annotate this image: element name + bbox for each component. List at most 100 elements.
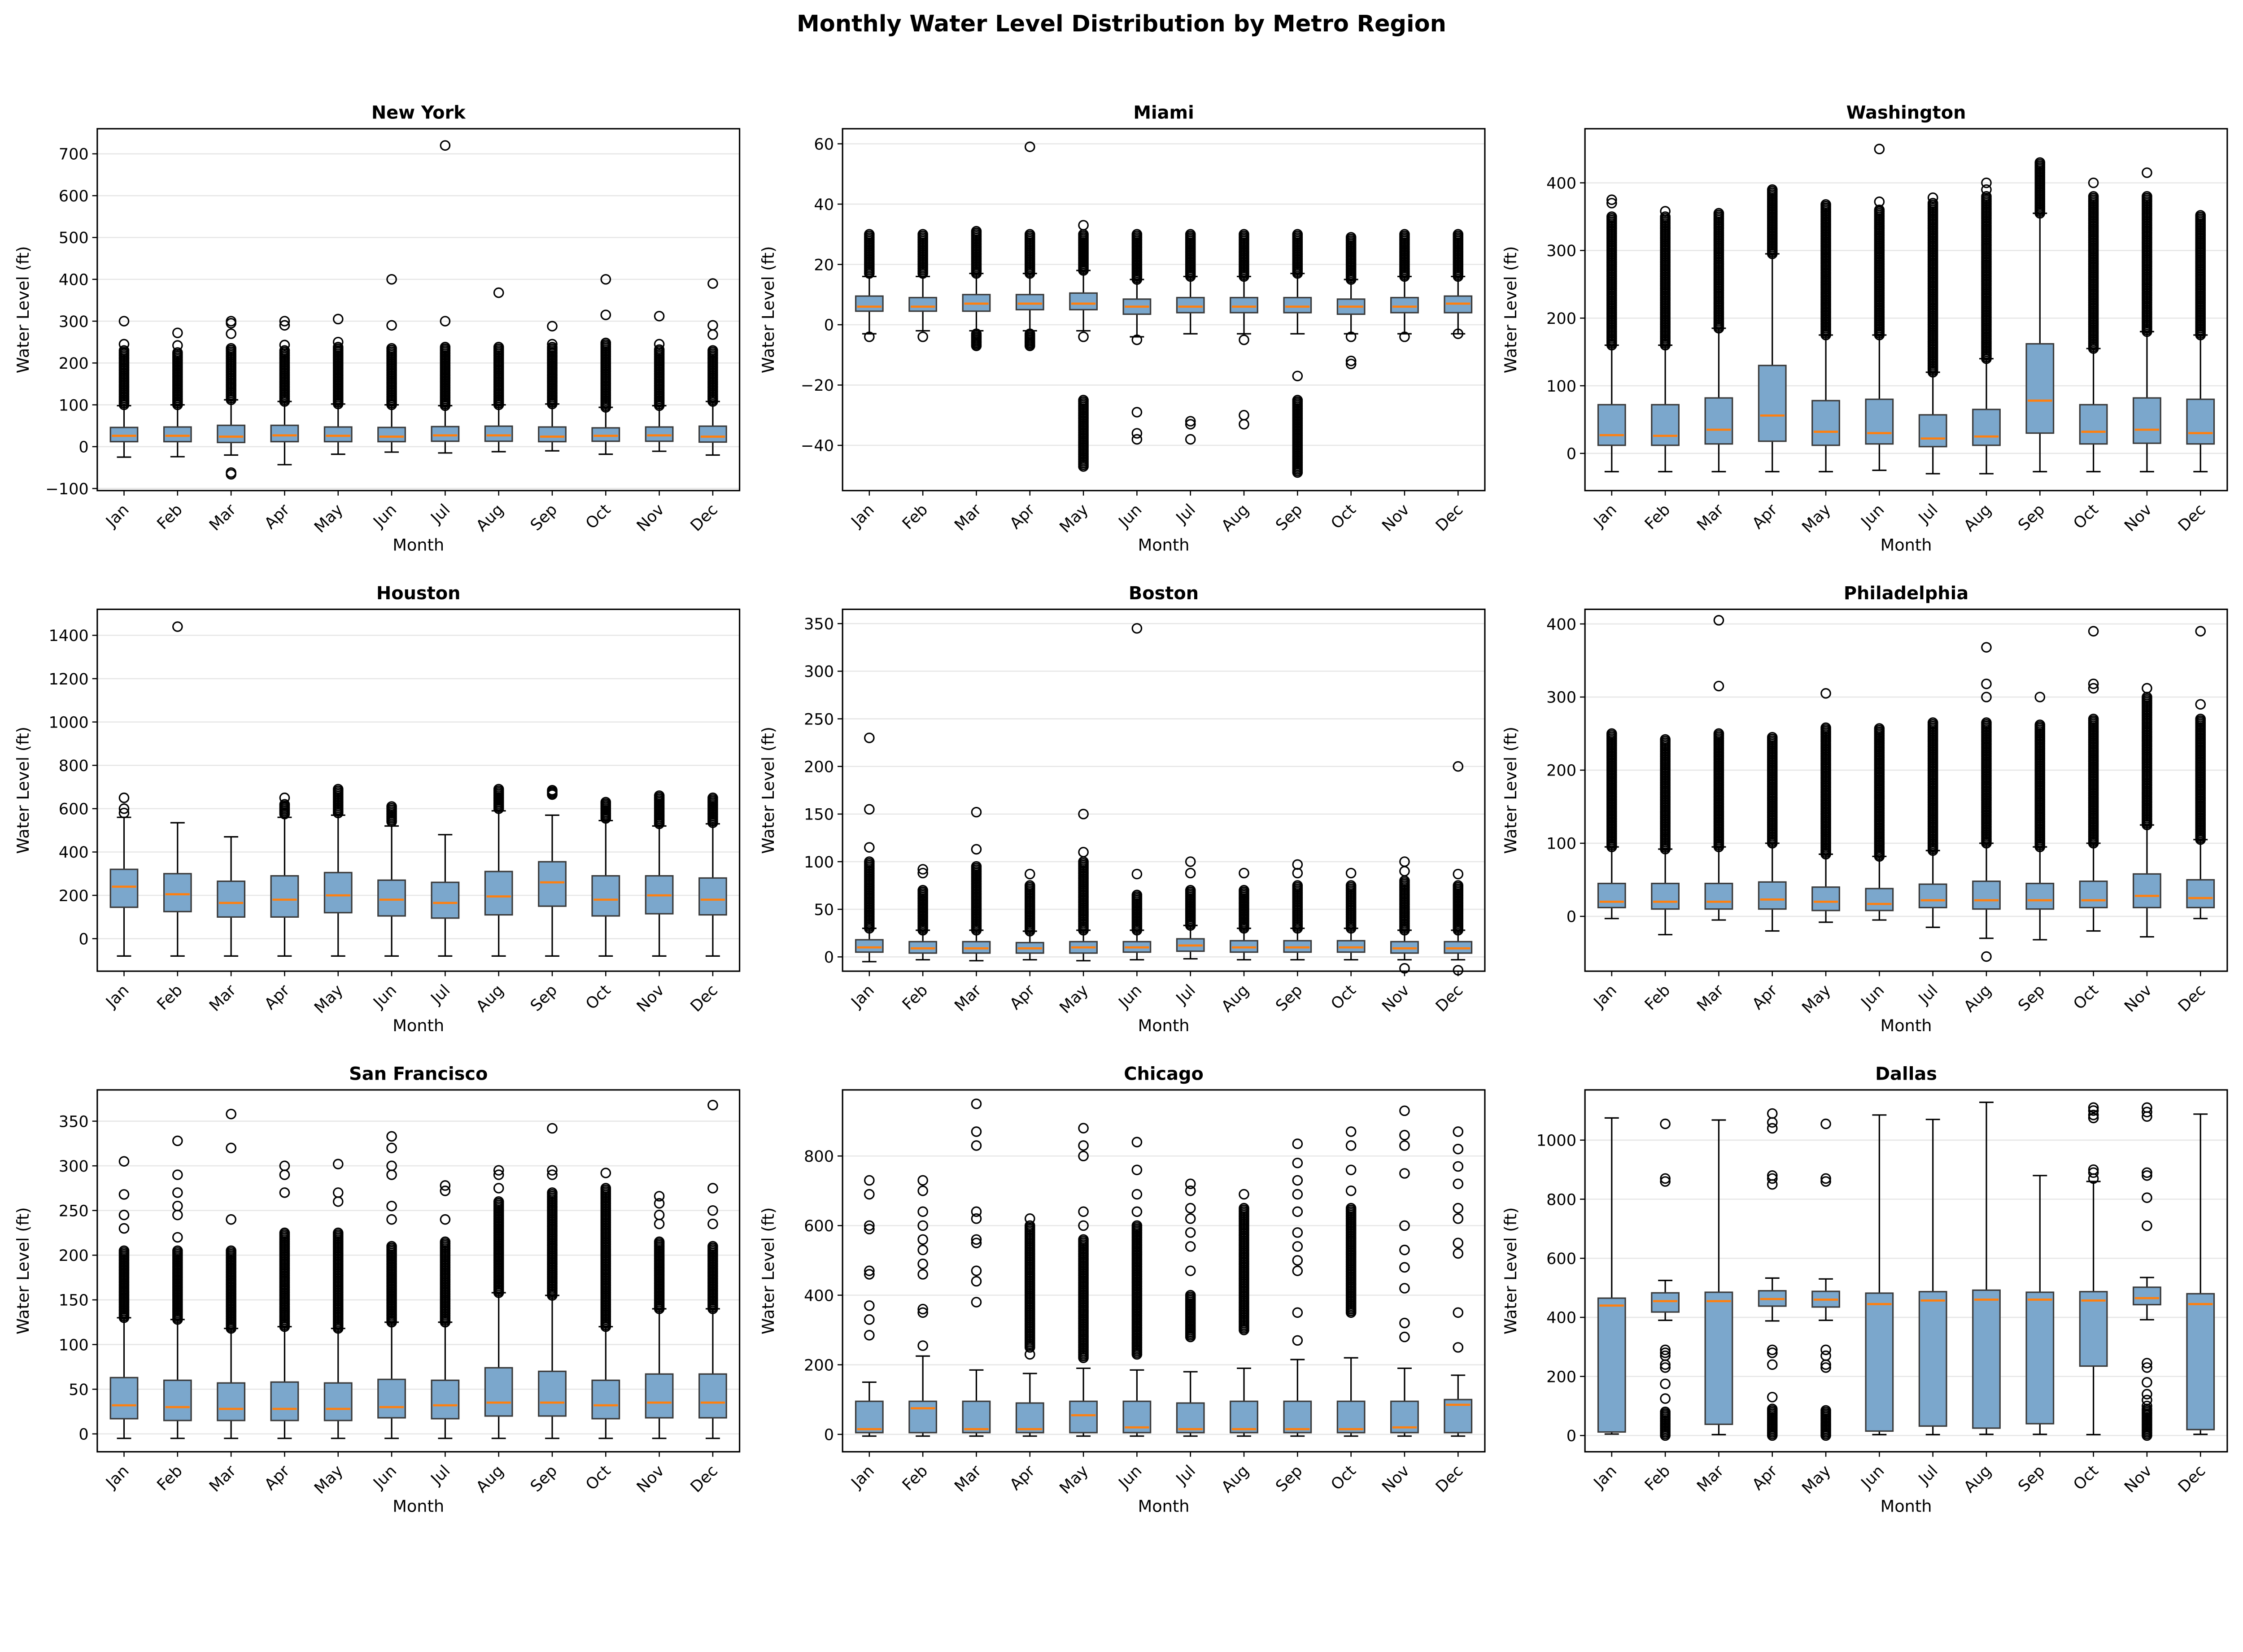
outlier-point: [1292, 880, 1303, 891]
iqr-box: [645, 1373, 674, 1419]
outlier-point: [1981, 184, 1992, 195]
iqr-box: [1069, 292, 1098, 310]
outlier-point: [654, 790, 665, 801]
outlier-point: [1660, 211, 1671, 222]
outlier-point: [864, 229, 875, 240]
box-oct: [2079, 177, 2108, 473]
iqr-box: [270, 1381, 299, 1421]
iqr-box: [1283, 296, 1312, 314]
subplot-title: Miami: [1133, 103, 1194, 123]
y-tick-label: 100: [59, 1336, 89, 1354]
iqr-box: [109, 1377, 139, 1420]
outlier-point: [1874, 144, 1885, 155]
outlier-point: [1078, 1206, 1089, 1217]
outlier-point: [971, 1206, 982, 1217]
outlier-point: [1024, 1349, 1035, 1360]
y-tick-label: 1000: [48, 713, 88, 732]
outlier-point: [707, 1205, 718, 1216]
box-nov: [645, 1191, 674, 1439]
axes-frame: [1584, 608, 2228, 972]
outlier-point: [1131, 428, 1143, 439]
box-aug: [1230, 229, 1258, 430]
outlier-point: [226, 469, 236, 480]
outlier-point: [1078, 1123, 1089, 1133]
box-oct: [591, 797, 620, 957]
y-tick-label: 0: [79, 930, 88, 948]
outlier-point: [1820, 722, 1831, 733]
outlier-point: [971, 226, 982, 237]
y-tick-label: 100: [59, 396, 89, 414]
box-jun: [377, 274, 406, 453]
iqr-box: [377, 879, 406, 917]
box-jun: [377, 1131, 406, 1439]
outlier-point: [226, 1245, 236, 1256]
outlier-point: [386, 1160, 397, 1171]
y-axis-label: Water Level (ft): [13, 246, 33, 374]
box-apr: [1015, 868, 1044, 961]
x-axis-label: Month: [1138, 536, 1190, 555]
outlier-point: [279, 340, 290, 350]
box-may: [1811, 199, 1840, 473]
outlier-point: [1078, 1234, 1089, 1245]
outlier-point: [1453, 868, 1464, 880]
outlier-point: [917, 1307, 928, 1318]
y-tick-label: 350: [59, 1112, 89, 1131]
outlier-point: [332, 1187, 344, 1198]
box-oct: [2079, 626, 2108, 932]
outlier-point: [386, 1214, 397, 1225]
iqr-box: [217, 1382, 246, 1421]
y-tick-label: 100: [804, 853, 834, 872]
box-sep: [2025, 692, 2055, 941]
outlier-point: [864, 1314, 875, 1325]
outlier-point: [1292, 859, 1303, 870]
outlier-point: [917, 1175, 928, 1186]
iqr-box: [431, 881, 460, 919]
iqr-box: [163, 426, 192, 443]
y-tick-label: 300: [59, 1157, 89, 1176]
outlier-point: [1239, 885, 1249, 896]
y-tick-label: 50: [814, 901, 834, 919]
figure-background: [0, 0, 2243, 1539]
outlier-point: [707, 1183, 718, 1194]
outlier-point: [547, 1169, 558, 1180]
outlier-point: [547, 321, 558, 332]
box-dec: [698, 1099, 727, 1439]
iqr-box: [698, 1373, 727, 1419]
outlier-point: [2195, 626, 2206, 637]
outlier-point: [1024, 328, 1035, 339]
x-axis-label: Month: [1881, 536, 1932, 555]
outlier-point: [1981, 191, 1992, 202]
outlier-point: [1024, 1213, 1035, 1224]
outlier-point: [1185, 416, 1196, 427]
outlier-point: [547, 342, 558, 353]
box-may: [323, 784, 353, 957]
box-dec: [1444, 761, 1473, 976]
outlier-point: [2142, 191, 2152, 202]
box-oct: [1336, 232, 1366, 370]
outlier-point: [118, 803, 130, 814]
outlier-point: [1767, 184, 1778, 195]
outlier-point: [172, 1245, 183, 1256]
y-tick-label: 200: [59, 354, 89, 373]
outlier-point: [1185, 229, 1196, 240]
outlier-point: [279, 1160, 290, 1171]
box-may: [1069, 220, 1098, 472]
iqr-box: [377, 1378, 406, 1419]
y-tick-label: 150: [804, 806, 834, 824]
outlier-point: [1453, 880, 1464, 891]
iqr-box: [1811, 400, 1840, 446]
iqr-box: [217, 880, 246, 918]
box-nov: [645, 311, 674, 452]
box-mar: [217, 1108, 246, 1439]
outlier-point: [864, 856, 875, 867]
iqr-box: [1230, 296, 1258, 314]
subplot-title: Boston: [1129, 583, 1199, 604]
outlier-point: [547, 339, 558, 350]
y-tick-label: 250: [804, 710, 834, 728]
outlier-point: [917, 331, 928, 342]
outlier-point: [440, 1236, 451, 1247]
outlier-point: [118, 1189, 130, 1200]
box-aug: [484, 1165, 513, 1439]
outlier-point: [1292, 229, 1303, 240]
